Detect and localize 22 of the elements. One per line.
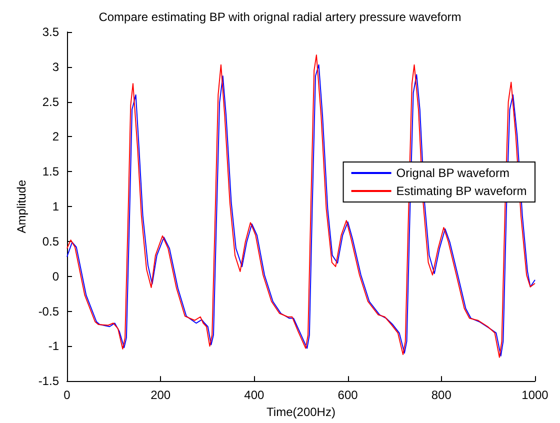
- y-tick-label: 3.5: [42, 25, 60, 39]
- x-axis-title: Time(200Hz): [266, 405, 336, 419]
- x-tick-label: 1000: [522, 388, 549, 402]
- legend-label: Orignal BP waveform: [396, 166, 510, 180]
- y-tick-label: -0.5: [38, 304, 60, 318]
- legend-label: Estimating BP waveform: [396, 184, 527, 198]
- x-tick-label: 800: [431, 388, 452, 402]
- y-tick-label: -1: [48, 339, 60, 354]
- y-tick-label: 1.5: [42, 164, 60, 179]
- y-tick-label: -1.5: [38, 374, 60, 388]
- y-tick-label: 1: [52, 200, 60, 214]
- y-tick-label: 3: [52, 60, 60, 74]
- y-tick-label: 2: [52, 130, 60, 144]
- x-tick-label: 400: [244, 388, 265, 402]
- y-tick-label: 0.5: [42, 234, 60, 248]
- x-tick-label: 200: [150, 388, 171, 402]
- y-tick-label: 2.5: [42, 94, 60, 109]
- y-tick-label: 0: [52, 269, 60, 284]
- x-tick-label: 0: [64, 388, 71, 402]
- y-axis-title: Amplitude: [14, 180, 28, 234]
- x-tick-label: 600: [338, 388, 358, 402]
- chart-title: Compare estimating BP with orignal radial artery pressure waveform: [98, 10, 462, 24]
